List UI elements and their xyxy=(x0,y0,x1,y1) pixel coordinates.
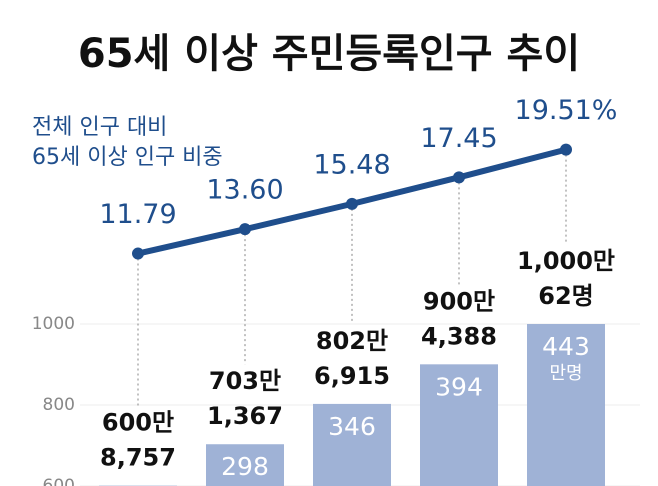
bar xyxy=(206,444,284,486)
point xyxy=(239,223,251,236)
inner-unit: 만명 xyxy=(549,363,582,384)
annotation: 65세 이상 인구 비중 xyxy=(32,145,223,170)
point xyxy=(560,143,572,156)
inner-label: 346 xyxy=(328,412,376,441)
data-label: 802만 6,915 xyxy=(314,327,390,390)
annotation: 전체 인구 대비 xyxy=(32,115,167,140)
bar xyxy=(527,323,605,486)
data-label: 703만 1,367 xyxy=(207,367,283,430)
point xyxy=(346,197,358,210)
data-label: 600만 8,757 xyxy=(100,409,176,472)
data-label: 15.48 xyxy=(313,149,390,180)
point xyxy=(453,171,465,184)
data-label: 19.51% xyxy=(515,95,618,126)
point xyxy=(132,247,144,260)
inner-label: 443 xyxy=(542,332,590,361)
data-label: 17.45 xyxy=(420,123,497,154)
chart-title: 65세 이상 주민등록인구 추이 xyxy=(78,31,580,77)
bar xyxy=(313,403,391,486)
inner-label: 298 xyxy=(221,452,269,481)
y-tick-label: 600 xyxy=(43,476,75,486)
y-tick-label: 1000 xyxy=(32,314,75,334)
bar xyxy=(420,364,498,486)
data-label: 900만 4,388 xyxy=(421,287,497,350)
inner-label: 394 xyxy=(435,372,483,401)
data-label: 11.79 xyxy=(99,199,176,230)
data-label: 13.60 xyxy=(206,175,283,206)
data-label: 1,000만 62명 xyxy=(517,247,615,310)
y-tick-label: 800 xyxy=(43,395,75,415)
